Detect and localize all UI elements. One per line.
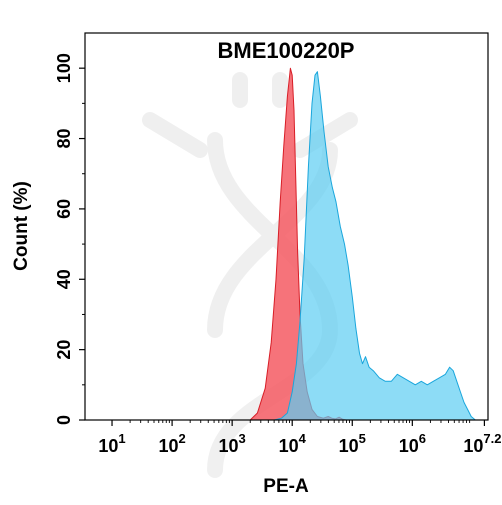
x-tick-base: 10	[279, 436, 299, 456]
series-layer	[249, 67, 476, 421]
y-tick-label: 100	[54, 53, 74, 83]
x-tick-label: 101	[98, 431, 125, 456]
y-axis-label: Count (%)	[11, 181, 32, 271]
x-tick-exponent: 7.2	[483, 431, 501, 446]
x-tick-base: 10	[339, 436, 359, 456]
x-tick-exponent: 2	[178, 431, 185, 446]
x-tick-base: 10	[219, 436, 239, 456]
y-tick-label: 60	[54, 199, 74, 219]
x-tick-exponent: 3	[239, 431, 246, 446]
x-tick-base: 10	[158, 436, 178, 456]
chart-title: BME100220P	[218, 38, 355, 63]
y-axis-ticks: 0 20 40 60 80 100	[54, 53, 85, 425]
x-tick-base: 10	[463, 436, 483, 456]
histogram-series-sample	[273, 71, 476, 421]
y-tick-label: 80	[54, 129, 74, 149]
x-tick-label: 102	[158, 431, 185, 456]
x-tick-base: 10	[399, 436, 419, 456]
x-tick-label: 106	[399, 431, 426, 456]
x-tick-exponent: 4	[299, 431, 307, 446]
x-tick-label: 104	[279, 431, 307, 456]
y-tick-label: 40	[54, 269, 74, 289]
x-tick-label: 103	[219, 431, 246, 456]
x-tick-exponent: 6	[419, 431, 426, 446]
x-tick-exponent: 5	[359, 431, 366, 446]
x-tick-base: 10	[98, 436, 118, 456]
x-axis-ticks: 101 102 103 104 105 106 107.2	[98, 420, 501, 456]
y-tick-label: 0	[54, 415, 74, 425]
x-tick-exponent: 1	[118, 431, 125, 446]
x-axis-label: PE-A	[263, 476, 309, 497]
x-tick-label: 105	[339, 431, 366, 456]
y-tick-label: 20	[54, 340, 74, 360]
x-tick-label: 107.2	[463, 431, 501, 456]
